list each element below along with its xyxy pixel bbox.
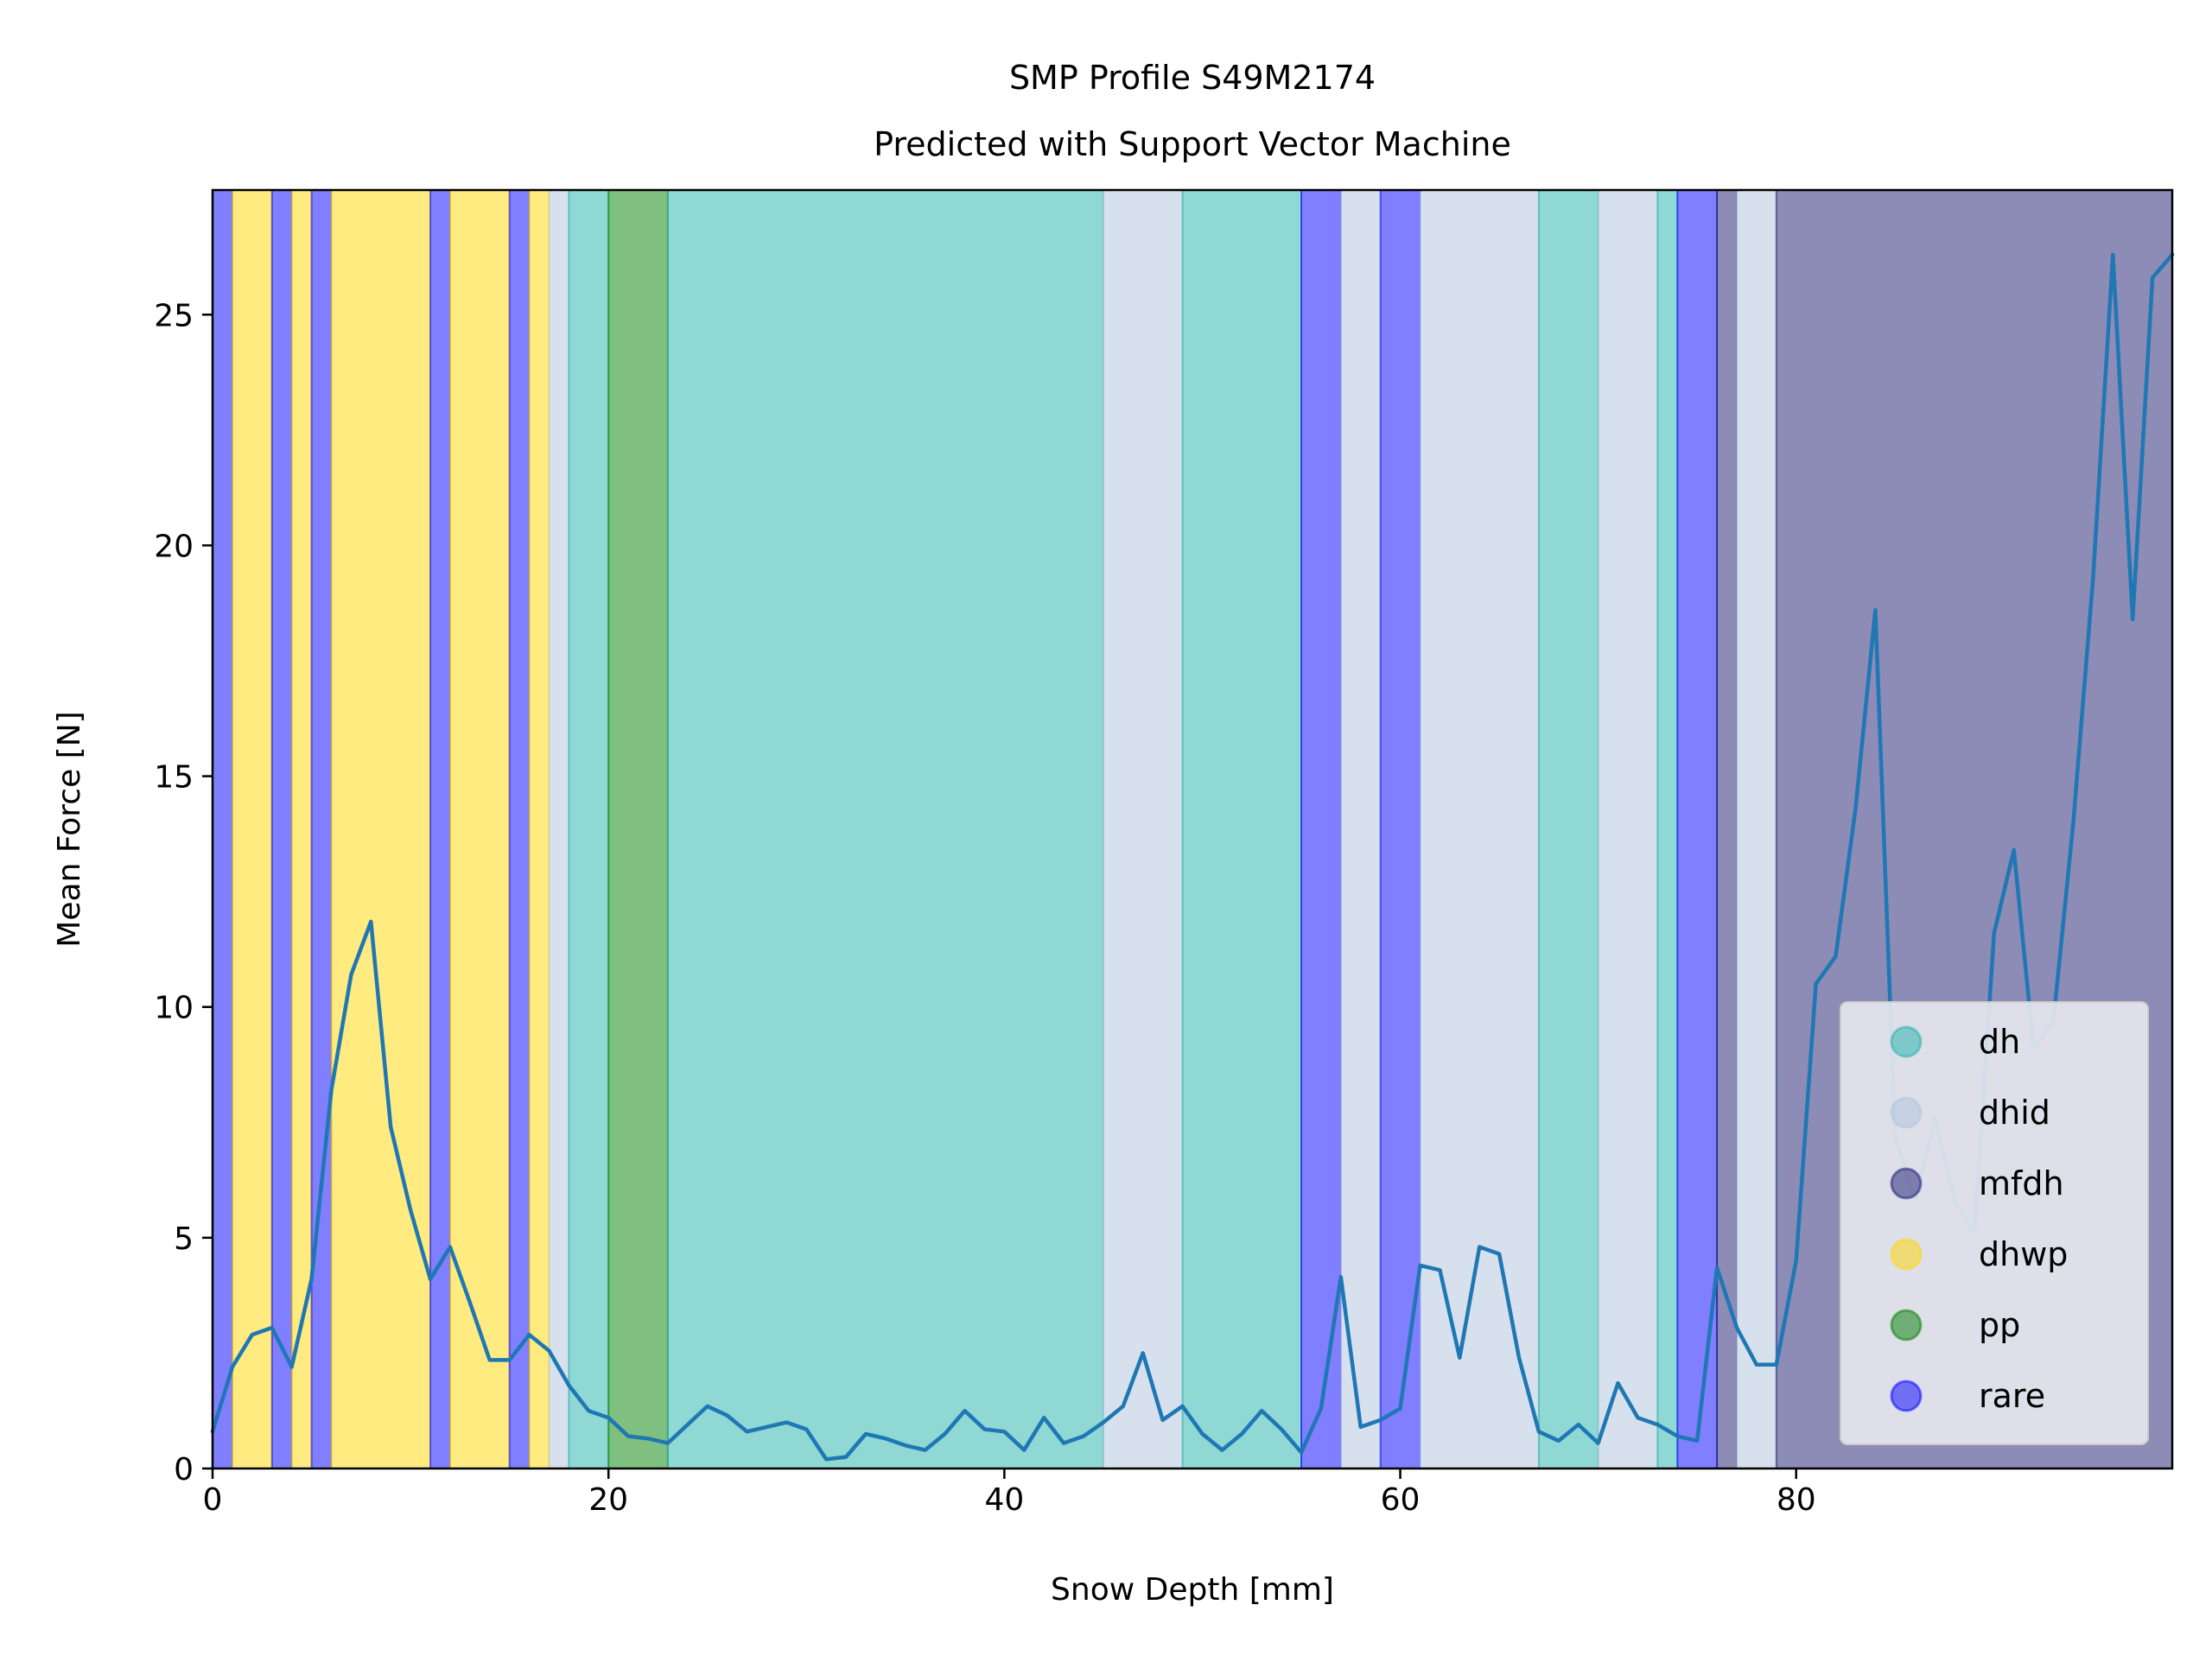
legend-label-dhwp: dhwp: [1979, 1235, 2068, 1273]
legend-label-mfdh: mfdh: [1979, 1164, 2064, 1202]
x-tick-label: 80: [1777, 1482, 1816, 1518]
y-tick-label: 10: [154, 991, 194, 1026]
y-tick-label: 0: [174, 1452, 194, 1488]
band-rare-23: [1676, 189, 1719, 1469]
band-dhwp-9: [528, 189, 550, 1469]
y-tick-label: 20: [154, 529, 194, 564]
band-pp-12: [607, 189, 669, 1469]
x-axis-label: Snow Depth [mm]: [1051, 1572, 1334, 1608]
x-tick-label: 60: [1381, 1482, 1421, 1518]
x-tick-label: 40: [984, 1482, 1024, 1518]
y-tick-label: 5: [174, 1221, 194, 1257]
y-axis-label: Mean Force [N]: [52, 711, 87, 947]
band-dhid-19: [1419, 189, 1540, 1469]
x-tick-label: 0: [203, 1482, 223, 1518]
chart-title: SMP Profile S49M2174: [1009, 59, 1376, 97]
force-line-layer: [210, 252, 2175, 1462]
band-dhid-14: [1102, 189, 1184, 1469]
band-dhid-17: [1339, 189, 1382, 1469]
x-axis: 0 20 40 60 80: [203, 1469, 1816, 1518]
band-dhid-10: [548, 189, 570, 1469]
band-dh-20: [1537, 189, 1599, 1469]
band-dhwp-5: [330, 189, 432, 1469]
legend: dh dhid mfdh dhwp pp rare: [1840, 1001, 2149, 1445]
band-dh-15: [1181, 189, 1302, 1469]
legend-marker-mfdh: [1890, 1167, 1923, 1200]
legend-marker-rare: [1890, 1380, 1923, 1412]
band-dhid-21: [1597, 189, 1659, 1469]
y-tick-label: 15: [154, 760, 194, 796]
band-rare-0: [212, 189, 233, 1469]
band-dh-22: [1656, 189, 1679, 1469]
band-rare-16: [1300, 189, 1342, 1469]
legend-label-rare: rare: [1979, 1377, 2045, 1415]
band-dhwp-3: [290, 189, 313, 1469]
legend-marker-dh: [1890, 1025, 1923, 1058]
band-rare-18: [1379, 189, 1421, 1469]
y-axis: 0 5 10 15 20 25: [154, 298, 213, 1488]
chart-subtitle: Predicted with Support Vector Machine: [874, 125, 1511, 163]
legend-marker-dhwp: [1890, 1238, 1923, 1271]
force-line-0: [210, 252, 2175, 1462]
legend-label-pp: pp: [1979, 1306, 2020, 1344]
band-dhid-25: [1736, 189, 1777, 1469]
x-tick-label: 20: [588, 1482, 628, 1518]
band-dh-11: [568, 189, 610, 1469]
legend-label-dhid: dhid: [1979, 1094, 2050, 1132]
band-dhwp-1: [231, 189, 273, 1469]
y-tick-label: 25: [154, 298, 194, 333]
band-rare-2: [270, 189, 293, 1469]
plot-frame: [211, 188, 2174, 1470]
legend-marker-dhid: [1890, 1096, 1923, 1129]
band-dh-13: [666, 189, 1104, 1469]
band-rare-4: [310, 189, 333, 1469]
legend-marker-pp: [1890, 1309, 1923, 1342]
band-rare-8: [508, 189, 531, 1469]
legend-label-dh: dh: [1979, 1023, 2020, 1061]
